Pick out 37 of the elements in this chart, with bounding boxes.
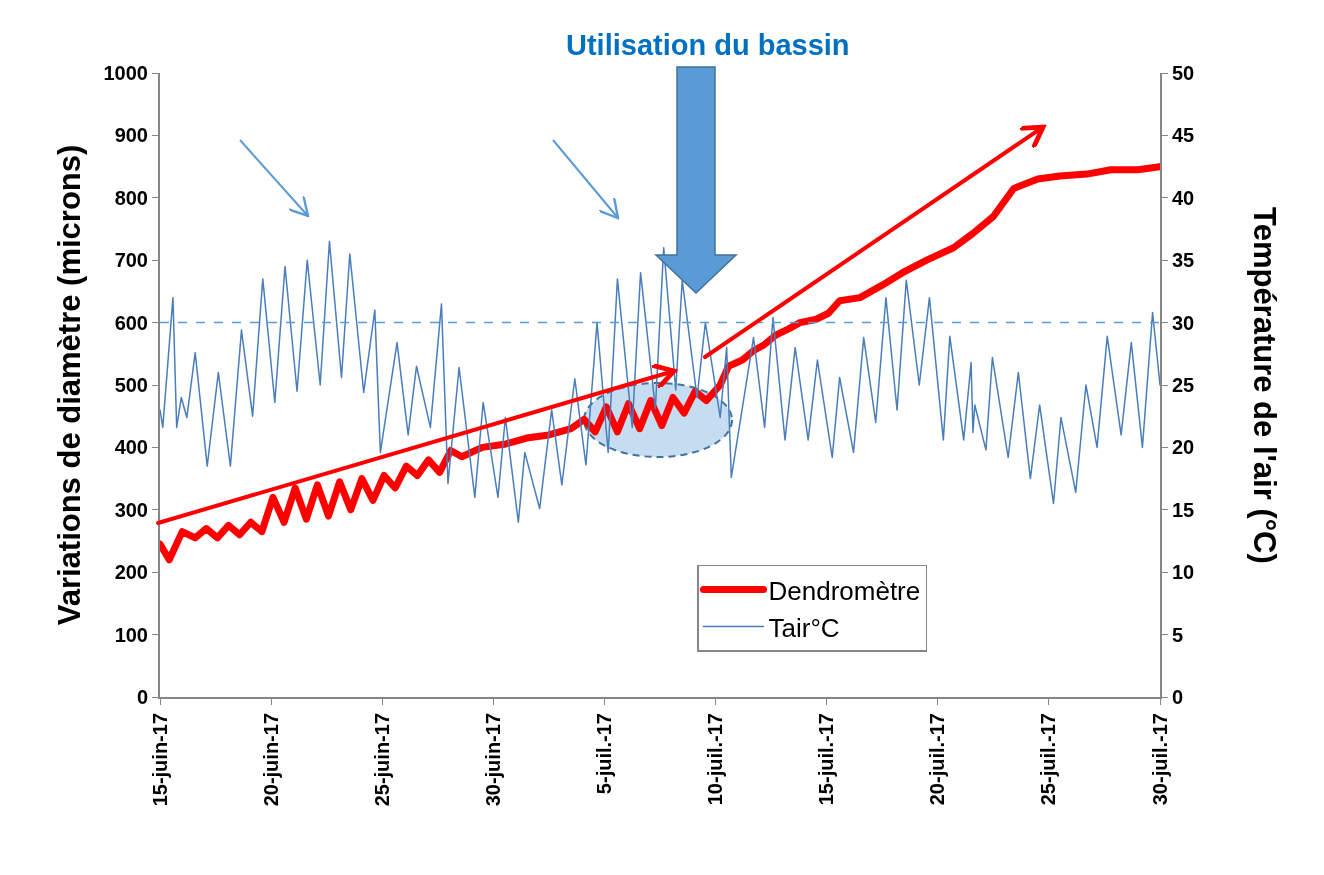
x-tick-label: 20-juil.-17 [926, 713, 949, 806]
x-tick-label: 10-juil.-17 [704, 713, 727, 806]
x-tick-label: 20-juin-17 [259, 713, 282, 807]
y-tick-label: 600 [114, 311, 148, 334]
x-tick-label: 30-juin-17 [481, 713, 504, 807]
y2-tick-label: 45 [1172, 124, 1195, 147]
y-tick-label: 1000 [103, 62, 148, 84]
y2-tick-label: 0 [1172, 686, 1184, 708]
y2-tick-label: 5 [1172, 623, 1184, 646]
y-tick-label: 400 [114, 436, 148, 459]
y-tick-label: 0 [136, 686, 148, 708]
x-tick-label: 25-juil.-17 [1037, 713, 1060, 806]
y2-tick-label: 20 [1172, 436, 1195, 459]
y-tick-label: 500 [114, 374, 148, 396]
x-tick-label: 5-juil.-17 [592, 713, 615, 795]
x-tick-label: 25-juin-17 [370, 713, 393, 807]
y-tick-label: 800 [114, 186, 148, 209]
x-tick-label: 15-juin-17 [148, 713, 171, 807]
legend-label: Dendromètre [768, 575, 921, 606]
y-tick-label: 200 [114, 561, 148, 584]
x-tick-label: 30-juil.-17 [1148, 713, 1171, 806]
y2-tick-label: 25 [1172, 374, 1195, 396]
y2-tick-label: 35 [1172, 249, 1195, 272]
y2-tick-label: 40 [1172, 186, 1195, 209]
y2-tick-label: 15 [1172, 498, 1195, 521]
y2-axis-title: Température de l'air (°C) [1247, 207, 1282, 564]
text: Utilisation du bassin [566, 29, 850, 61]
y-tick-label: 100 [114, 623, 148, 646]
y-tick-label: 300 [114, 498, 148, 521]
y2-tick-label: 10 [1172, 561, 1195, 584]
y-tick-label: 900 [114, 124, 148, 147]
legend-label: Tair°C [768, 612, 840, 643]
y2-tick-label: 30 [1172, 311, 1195, 334]
y-tick-label: 700 [114, 249, 148, 272]
x-tick-label: 15-juil.-17 [815, 713, 838, 806]
y-axis-title: Variations de diamètre (microns) [51, 144, 87, 626]
y2-tick-label: 50 [1172, 62, 1195, 84]
